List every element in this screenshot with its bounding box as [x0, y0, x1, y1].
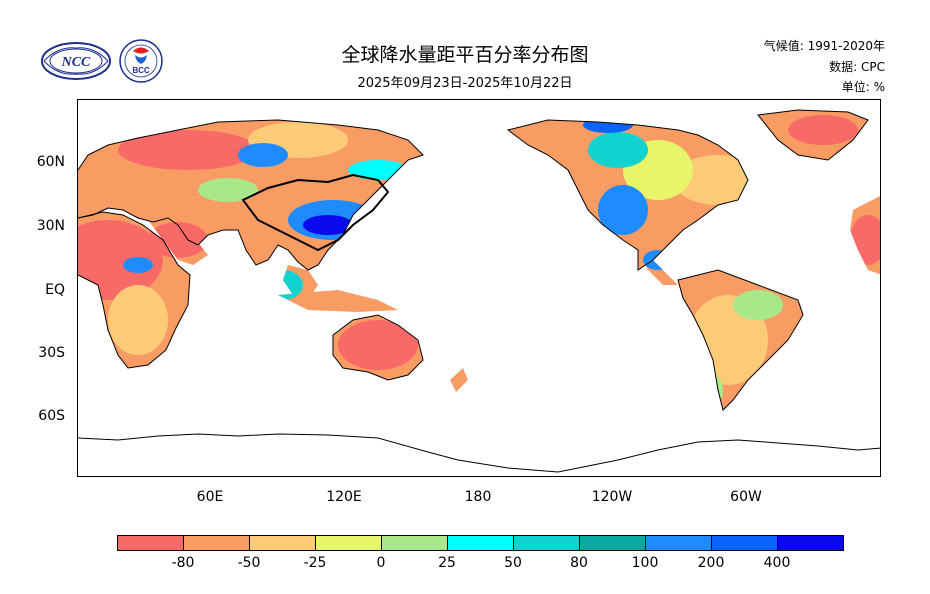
lon-label: 60E: [196, 489, 224, 505]
colorbar-swatch: [513, 535, 580, 551]
unit-label: 单位: %: [841, 80, 885, 94]
bcc-logo: BCC: [118, 38, 164, 84]
climate-period-label: 气候值: 1991-2020年: [763, 39, 885, 53]
lat-label: 60N: [36, 154, 65, 170]
ncc-logo: NCC: [38, 40, 114, 82]
colorbar-label: 100: [631, 555, 659, 571]
colorbar-label: 25: [438, 555, 456, 571]
lon-label: 180: [464, 489, 492, 505]
colorbar-label: 0: [376, 555, 386, 571]
colorbar-swatch: [777, 535, 844, 551]
colorbar-swatch: [315, 535, 382, 551]
colorbar-swatch: [711, 535, 778, 551]
lon-label: 120E: [326, 489, 362, 505]
colorbar-label: -50: [237, 555, 261, 571]
colorbar-label: -25: [303, 555, 327, 571]
svg-text:NCC: NCC: [61, 55, 91, 70]
lat-label: 30N: [36, 218, 65, 234]
lat-label: 60S: [38, 408, 65, 424]
colorbar-swatch: [447, 535, 514, 551]
colorbar-label: 50: [504, 555, 522, 571]
colorbar-label: -80: [171, 555, 195, 571]
lon-label: 120W: [591, 489, 633, 505]
lat-label: 30S: [38, 345, 65, 361]
lat-label: EQ: [45, 282, 65, 298]
map-subtitle: 2025年09月23日-2025年10月22日: [357, 76, 573, 91]
colorbar-swatch: [381, 535, 448, 551]
precipitation-map: [77, 99, 881, 477]
map-title: 全球降水量距平百分率分布图: [341, 44, 589, 66]
colorbar-swatch: [117, 535, 184, 551]
colorbar-swatch: [183, 535, 250, 551]
colorbar-swatch: [579, 535, 646, 551]
colorbar-label: 80: [570, 555, 588, 571]
colorbar-label: 400: [763, 555, 791, 571]
svg-text:BCC: BCC: [132, 66, 150, 75]
colorbar-swatch: [249, 535, 316, 551]
colorbar-label: 200: [697, 555, 725, 571]
lon-label: 60W: [730, 489, 762, 505]
data-source-label: 数据: CPC: [829, 60, 885, 74]
colorbar-swatch: [645, 535, 712, 551]
